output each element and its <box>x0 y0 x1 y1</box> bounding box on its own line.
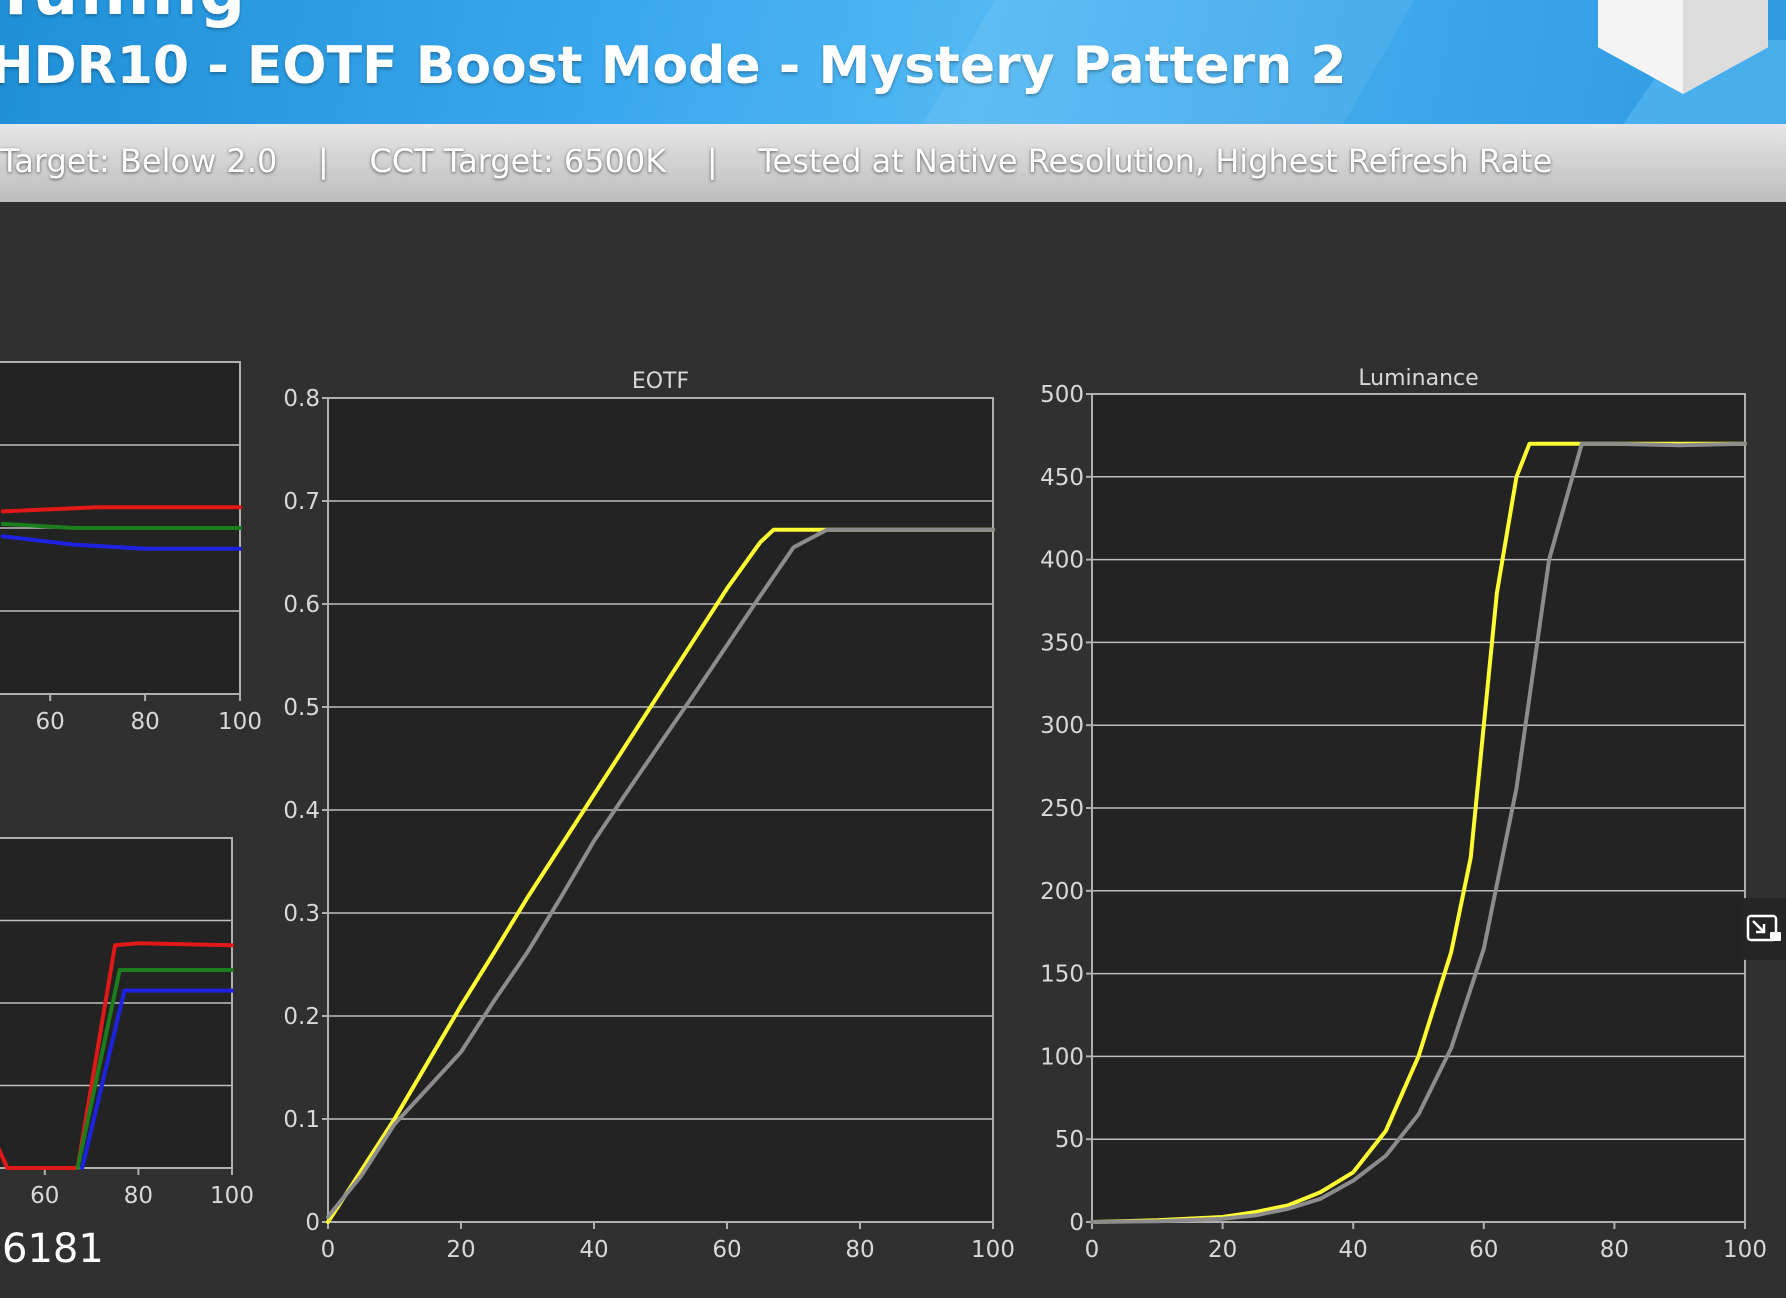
series-line-0 <box>326 527 995 1224</box>
x-tick-label: 60 <box>30 1183 59 1209</box>
x-tick-label: 60 <box>36 709 65 735</box>
series-line-2 <box>0 534 242 551</box>
info-bar-text: Target: Below 2.0 | CCT Target: 6500K | … <box>0 142 1553 180</box>
x-tick-label: 80 <box>1600 1237 1629 1263</box>
y-tick-label: 250 <box>1040 796 1084 822</box>
rgb-balance-chart-bottom: 60 80 100 <box>0 837 254 1209</box>
chart-title: EOTF <box>632 369 689 394</box>
y-tick-label: 0 <box>1069 1210 1084 1236</box>
y-tick-label: 0.4 <box>283 798 320 824</box>
y-tick-label: 0 <box>305 1210 320 1236</box>
y-tick-label: 0.6 <box>283 592 320 618</box>
series-line-2 <box>80 988 234 1170</box>
plot-frame <box>0 361 241 695</box>
y-tick-label: 200 <box>1040 879 1084 905</box>
series-line-0 <box>1090 441 1747 1224</box>
plot-area <box>328 398 993 1222</box>
x-tick-label: 80 <box>130 709 159 735</box>
series-line-1 <box>1090 441 1747 1224</box>
x-tick-label: 40 <box>579 1237 608 1263</box>
plot-frame <box>327 397 994 1223</box>
y-tick-label: 300 <box>1040 713 1084 739</box>
bottom-value: 6181 <box>2 1226 104 1272</box>
x-tick-label: 20 <box>1208 1237 1237 1263</box>
y-tick-label: 500 <box>1040 382 1084 408</box>
x-tick-label: 100 <box>1723 1237 1767 1263</box>
y-tick-label: 450 <box>1040 465 1084 491</box>
x-tick-label: 0 <box>321 1237 336 1263</box>
luminance-chart: Luminance 0 20 40 60 80 100 0 50 100 150 200 250 300 3… <box>1040 366 1767 1263</box>
y-tick-label: 0.7 <box>283 489 320 515</box>
eotf-chart: EOTF 0 20 40 60 80 100 0 0.1 0.2 0.3 0.4 0.5 0.6 0.7 0.… <box>283 369 1015 1263</box>
x-tick-label: 60 <box>712 1237 741 1263</box>
banner-title: Tuning <box>0 0 247 30</box>
y-tick-label: 0.1 <box>283 1107 320 1133</box>
x-tick-label: 0 <box>1085 1237 1100 1263</box>
rgb-balance-chart-top: 60 80 100 <box>0 361 262 735</box>
series-line-1 <box>0 521 242 530</box>
y-tick-label: 0.8 <box>283 386 320 412</box>
y-tick-label: 350 <box>1040 630 1084 656</box>
banner-subtitle: HDR10 - EOTF Boost Mode - Mystery Patter… <box>0 36 1347 96</box>
plot-frame <box>0 837 233 1169</box>
series-line-1 <box>326 527 995 1219</box>
series-line-0 <box>0 941 234 1170</box>
y-tick-label: 0.3 <box>283 901 320 927</box>
plot-frame <box>1091 393 1746 1223</box>
y-tick-label: 150 <box>1040 962 1084 988</box>
x-tick-label: 80 <box>124 1183 153 1209</box>
chart-title: Luminance <box>1358 366 1478 391</box>
plot-area <box>0 362 240 694</box>
expand-button[interactable] <box>1740 898 1786 960</box>
y-tick-label: 100 <box>1040 1044 1084 1070</box>
x-tick-label: 80 <box>845 1237 874 1263</box>
plot-area <box>1092 394 1745 1222</box>
y-tick-label: 0.5 <box>283 695 320 721</box>
y-tick-label: 0.2 <box>283 1004 320 1030</box>
plot-area <box>0 838 232 1168</box>
x-tick-label: 100 <box>210 1183 254 1209</box>
info-bar <box>0 124 1786 202</box>
expand-icon <box>1746 914 1781 942</box>
series-line-0 <box>0 505 242 514</box>
x-tick-label: 40 <box>1339 1237 1368 1263</box>
x-tick-label: 60 <box>1469 1237 1498 1263</box>
x-tick-label: 20 <box>446 1237 475 1263</box>
x-tick-label: 100 <box>971 1237 1015 1263</box>
header-banner: Tuning HDR10 - EOTF Boost Mode - Mystery… <box>0 0 1786 124</box>
y-tick-label: 400 <box>1040 548 1084 574</box>
y-tick-label: 50 <box>1055 1127 1084 1153</box>
series-line-1 <box>75 968 234 1170</box>
x-tick-label: 100 <box>218 709 262 735</box>
